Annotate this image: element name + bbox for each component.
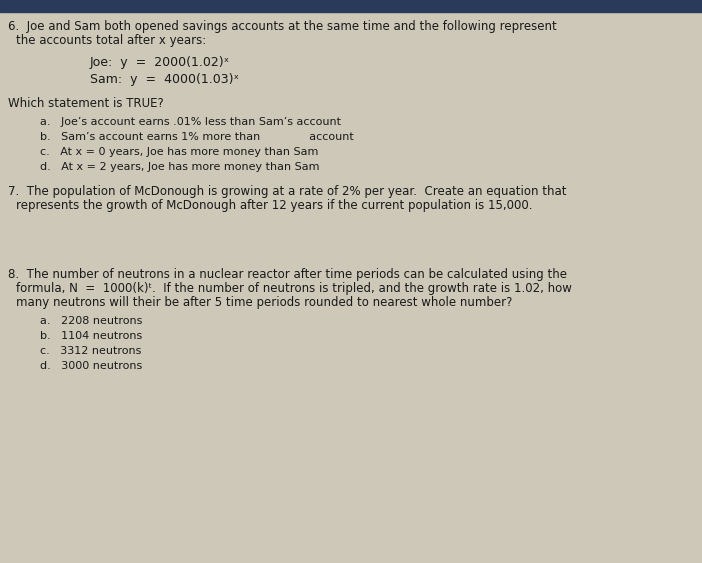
Text: formula, N  =  1000(k)ᵗ.  If the number of neutrons is tripled, and the growth r: formula, N = 1000(k)ᵗ. If the number of … [16, 282, 572, 295]
Text: Joe:  y  =  2000(1.02)ˣ: Joe: y = 2000(1.02)ˣ [90, 56, 230, 69]
Text: 8.  The number of neutrons in a nuclear reactor after time periods can be calcul: 8. The number of neutrons in a nuclear r… [8, 268, 567, 281]
Text: d.   3000 neutrons: d. 3000 neutrons [40, 361, 143, 371]
Bar [0, 0, 702, 12]
Text: many neutrons will their be after 5 time periods rounded to nearest whole number: many neutrons will their be after 5 time… [16, 296, 512, 309]
Text: represents the growth of McDonough after 12 years if the current population is 1: represents the growth of McDonough after… [16, 199, 533, 212]
Text: b.   Sam’s account earns 1% more than              account: b. Sam’s account earns 1% more than acco… [40, 132, 354, 142]
Text: b.   1104 neutrons: b. 1104 neutrons [40, 331, 143, 341]
Text: c.   At x = 0 years, Joe has more money than Sam: c. At x = 0 years, Joe has more money th… [40, 147, 319, 157]
Text: c.   3312 neutrons: c. 3312 neutrons [40, 346, 141, 356]
Text: a.   2208 neutrons: a. 2208 neutrons [40, 316, 143, 326]
Text: a.   Joe’s account earns .01% less than Sam’s account: a. Joe’s account earns .01% less than Sa… [40, 117, 341, 127]
Text: 7.  The population of McDonough is growing at a rate of 2% per year.  Create an : 7. The population of McDonough is growin… [8, 185, 567, 198]
Text: 6.  Joe and Sam both opened savings accounts at the same time and the following : 6. Joe and Sam both opened savings accou… [8, 20, 557, 33]
Text: the accounts total after x years:: the accounts total after x years: [16, 34, 206, 47]
Text: Which statement is TRUE?: Which statement is TRUE? [8, 97, 164, 110]
Text: Sam:  y  =  4000(1.03)ˣ: Sam: y = 4000(1.03)ˣ [90, 73, 239, 86]
Text: d.   At x = 2 years, Joe has more money than Sam: d. At x = 2 years, Joe has more money th… [40, 162, 319, 172]
